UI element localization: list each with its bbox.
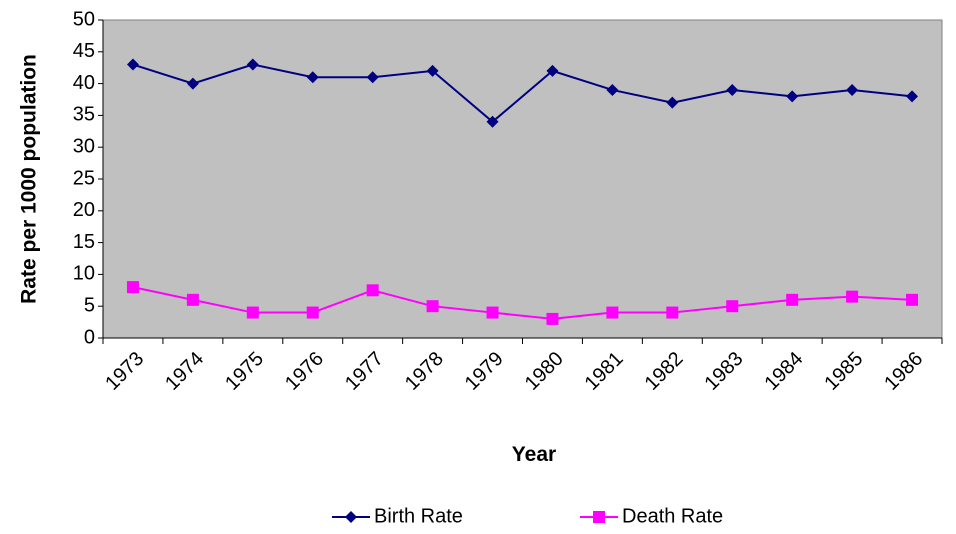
legend-label: Death Rate xyxy=(622,505,723,527)
data-point xyxy=(186,77,199,90)
data-point xyxy=(246,58,259,71)
data-point xyxy=(366,284,379,297)
data-point xyxy=(546,64,559,77)
x-tick-label: 1983 xyxy=(700,348,747,395)
data-point xyxy=(906,293,919,306)
x-tick-label: 1977 xyxy=(341,348,388,395)
x-tick-label: 1981 xyxy=(581,348,628,395)
legend-marker xyxy=(345,511,357,523)
data-point xyxy=(486,115,499,128)
y-axis-title: Rate per 1000 population xyxy=(18,54,41,304)
data-point xyxy=(126,58,139,71)
y-tick-label: 35 xyxy=(73,104,95,126)
data-point xyxy=(726,300,739,313)
data-point xyxy=(186,293,199,306)
data-point xyxy=(666,306,679,319)
x-tick-label: 1973 xyxy=(101,348,148,395)
data-point xyxy=(846,290,859,303)
y-tick-label: 10 xyxy=(73,263,95,285)
data-point xyxy=(906,90,919,103)
data-point xyxy=(246,306,259,319)
data-point xyxy=(306,71,319,84)
data-point xyxy=(486,306,499,319)
data-point xyxy=(366,71,379,84)
legend-label: Birth Rate xyxy=(374,505,463,527)
y-tick-label: 15 xyxy=(73,231,95,253)
x-axis-title: Year xyxy=(512,443,556,466)
x-tick-label: 1980 xyxy=(521,348,568,395)
data-point xyxy=(426,300,439,313)
y-tick-label: 20 xyxy=(73,199,95,221)
y-tick-label: 5 xyxy=(84,294,95,316)
x-tick-label: 1978 xyxy=(401,348,448,395)
data-point xyxy=(606,83,619,96)
x-tick-label: 1974 xyxy=(161,348,208,395)
x-tick-label: 1975 xyxy=(221,348,268,395)
y-tick-label: 0 xyxy=(84,326,95,348)
y-tick-label: 25 xyxy=(73,167,95,189)
data-point xyxy=(726,83,739,96)
x-tick-label: 1985 xyxy=(820,348,867,395)
y-tick-label: 45 xyxy=(73,40,95,62)
data-point xyxy=(606,306,619,319)
data-point xyxy=(846,83,859,96)
data-point xyxy=(426,64,439,77)
y-tick-label: 30 xyxy=(73,135,95,157)
data-point xyxy=(306,306,319,319)
data-point xyxy=(546,312,559,325)
data-point xyxy=(786,293,799,306)
y-tick-label: 40 xyxy=(73,72,95,94)
y-tick-label: 50 xyxy=(73,8,95,30)
x-tick-label: 1976 xyxy=(281,348,328,395)
x-tick-label: 1984 xyxy=(760,348,807,395)
data-point xyxy=(786,90,799,103)
x-tick-label: 1979 xyxy=(461,348,508,395)
legend-marker xyxy=(593,511,605,523)
x-tick-label: 1982 xyxy=(641,348,688,395)
data-point xyxy=(666,96,679,109)
data-point xyxy=(126,281,139,294)
series-line xyxy=(132,63,913,124)
plot-area xyxy=(102,19,943,339)
x-tick-label: 1986 xyxy=(880,348,927,395)
series-line xyxy=(132,286,913,320)
